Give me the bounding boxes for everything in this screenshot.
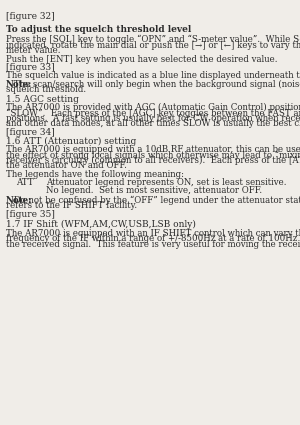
Text: [figure 33]: [figure 33]	[6, 63, 55, 72]
Text: To adjust the squelch threshold level: To adjust the squelch threshold level	[6, 25, 191, 34]
Text: receiver’s circuitry (common to all receivers).  Each press of the [ATT] key wil: receiver’s circuitry (common to all rece…	[6, 156, 300, 165]
Text: Push the [ENT] key when you have selected the desired value.: Push the [ENT] key when you have selecte…	[6, 54, 278, 64]
Text: Note:: Note:	[6, 196, 32, 204]
Text: meter value.: meter value.	[6, 46, 60, 55]
Text: frequency of the IF within a range of +/-8500Hz at a rate of 100Hz without affec: frequency of the IF within a range of +/…	[6, 234, 300, 243]
Text: No legend.  Set is most sensitive, attenuator OFF.: No legend. Set is most sensitive, attenu…	[46, 186, 262, 195]
Text: Attenuator legend represents ON, set is least sensitive.: Attenuator legend represents ON, set is …	[46, 178, 286, 187]
Text: The AR7000 is provided with AGC (Automatic Gain Control) positions, “FAST” and: The AR7000 is provided with AGC (Automat…	[6, 103, 300, 112]
Text: positions.  A fast setting is usually best for CW operation when receiving Morse: positions. A fast setting is usually bes…	[6, 114, 300, 123]
Text: ATT: ATT	[16, 178, 34, 187]
Text: “SLOW”.  Each press of the [AGC] key toggles between the FAST and SLOW: “SLOW”. Each press of the [AGC] key togg…	[6, 108, 300, 118]
Text: The AR7000 is equipped with a 10dB RF attenuator, this can be useful for reducin: The AR7000 is equipped with a 10dB RF at…	[6, 145, 300, 154]
Text: 1.7 IF Shift (WFM,AM,CW,USB,LSB only): 1.7 IF Shift (WFM,AM,CW,USB,LSB only)	[6, 220, 196, 229]
Text: The legends have the following meaning:: The legends have the following meaning:	[6, 170, 184, 179]
Text: Press the [SQL] key to toggle “OPN” and “S-meter value”.  While S-meter value is: Press the [SQL] key to toggle “OPN” and …	[6, 35, 300, 45]
Text: and other data modes, at all other times SLOW is usually the best choice.: and other data modes, at all other times…	[6, 119, 300, 128]
Text: refers to the IF SHIFT facility.: refers to the IF SHIFT facility.	[6, 201, 137, 210]
Text: Note:: Note:	[6, 80, 32, 89]
Text: the attenuator ON and OFF.: the attenuator ON and OFF.	[6, 162, 127, 170]
Text: the effect of strong local signals which otherwise may lead to “mixing” inside t: the effect of strong local signals which…	[6, 150, 300, 160]
Text: The squelch value is indicated as a blue line displayed underneath the S-meter.: The squelch value is indicated as a blue…	[6, 71, 300, 79]
Text: The scan/search will only begin when the background signal (noise) is below: The scan/search will only begin when the…	[11, 80, 300, 89]
Text: The AR7000 is equipped with an IF SHIFT control which can vary the centre: The AR7000 is equipped with an IF SHIFT …	[6, 229, 300, 238]
Text: squelch threshold.: squelch threshold.	[6, 85, 86, 94]
Text: [figure 34]: [figure 34]	[6, 128, 55, 137]
Text: 1.6 ATT (Attenuator) setting: 1.6 ATT (Attenuator) setting	[6, 137, 136, 146]
Text: the received signal.  This feature is very useful for moving the receive passban: the received signal. This feature is ver…	[6, 240, 300, 249]
Text: Do not be confused by the “OFF” legend under the attenuator status, this: Do not be confused by the “OFF” legend u…	[11, 196, 300, 205]
Text: 1.5 AGC setting: 1.5 AGC setting	[6, 95, 79, 104]
Text: [figure 35]: [figure 35]	[6, 210, 55, 219]
Text: [figure 32]: [figure 32]	[6, 12, 55, 21]
Text: indicated, rotate the main dial or push the [→] or [←] keys to vary the squelch : indicated, rotate the main dial or push …	[6, 41, 300, 50]
